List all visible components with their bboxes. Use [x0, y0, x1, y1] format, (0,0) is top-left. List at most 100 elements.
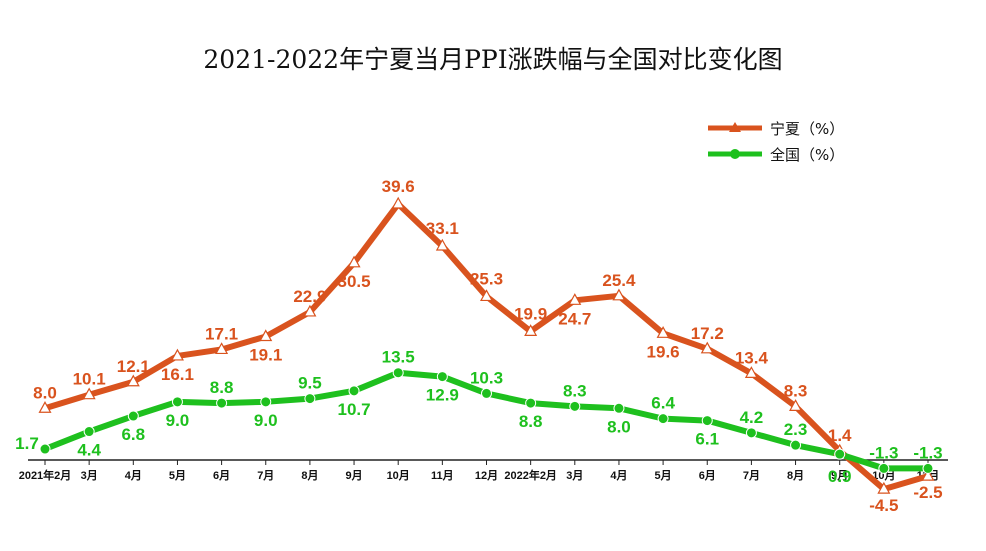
legend-item-national: 全国（%）: [708, 146, 844, 164]
data-point-national: [39, 443, 51, 455]
x-tick-label: 8月: [787, 469, 804, 482]
x-tick-label: 2021年2月: [19, 468, 72, 482]
data-label-national: 10.7: [338, 400, 371, 419]
data-point-national: [392, 367, 404, 379]
data-label-ningxia: 22.9: [293, 287, 326, 306]
data-point-national: [569, 400, 581, 412]
data-label-national: 12.9: [426, 386, 459, 405]
data-label-ningxia: 17.1: [205, 324, 238, 343]
data-label-national: 0.9: [828, 467, 852, 486]
legend-circle-marker: [730, 149, 740, 159]
data-label-ningxia: 24.7: [558, 309, 591, 328]
data-label-national: 4.4: [77, 441, 101, 460]
data-label-national: -1.3: [869, 443, 898, 462]
data-label-national: 1.7: [15, 434, 39, 453]
data-point-ningxia: [877, 481, 891, 494]
data-point-national: [790, 439, 802, 451]
data-point-ningxia: [524, 324, 538, 336]
data-label-ningxia: 30.5: [338, 272, 371, 291]
data-label-national: 6.8: [121, 425, 145, 444]
data-point-ningxia: [38, 401, 52, 413]
data-point-ningxia: [391, 196, 405, 209]
data-label-ningxia: 25.4: [602, 271, 636, 290]
x-tick-label: 5月: [169, 469, 186, 482]
data-label-ningxia: 16.1: [161, 365, 194, 384]
data-point-ningxia: [435, 238, 449, 251]
x-axis: 2021年2月 3月 4月 5月 6月 7月 8月 9月 10月 11月 12月 2022年2月 3月 4…: [19, 459, 948, 482]
data-point-ningxia: [259, 329, 273, 342]
data-point-national: [701, 415, 713, 427]
x-tick-label: 10月: [872, 469, 895, 482]
x-tick-label: 2022年2月: [504, 468, 557, 482]
data-point-ningxia: [568, 293, 582, 305]
data-point-ningxia: [921, 468, 935, 481]
data-point-national: [922, 462, 934, 474]
x-tick-label: 5月: [655, 469, 672, 482]
data-point-national: [878, 462, 890, 474]
x-tick-label: 4月: [610, 469, 627, 482]
data-point-national: [348, 385, 360, 397]
data-labels: 8.0 10.1 12.1 16.1 17.1 19.1 22.9 30.5 39.6 33.1 2…: [15, 177, 942, 515]
data-label-ningxia: 10.1: [73, 370, 106, 389]
data-point-national: [260, 396, 272, 408]
data-label-national: 8.0: [607, 417, 631, 436]
data-label-national: 6.4: [651, 394, 675, 413]
data-point-national: [745, 427, 757, 439]
data-label-national: 8.3: [563, 381, 587, 400]
data-point-national: [83, 426, 95, 438]
data-label-ningxia: 25.3: [470, 269, 503, 288]
data-point-national: [613, 402, 625, 414]
data-label-ningxia: 17.2: [691, 324, 724, 343]
data-point-ningxia: [479, 289, 494, 302]
data-label-national: -1.3: [913, 443, 942, 462]
data-point-national: [834, 448, 846, 460]
data-point-national: [216, 397, 228, 409]
data-label-ningxia: 13.4: [735, 348, 769, 367]
data-label-ningxia: 19.6: [647, 342, 680, 361]
legend: 宁夏（%） 全国（%）: [708, 120, 844, 164]
legend-triangle-marker: [729, 122, 741, 132]
data-label-ningxia: 8.3: [784, 381, 808, 400]
data-label-ningxia: -2.5: [913, 483, 942, 502]
legend-label-national: 全国（%）: [770, 146, 844, 164]
data-point-ningxia: [126, 374, 140, 387]
data-label-national: 13.5: [382, 348, 415, 367]
data-label-national: 8.8: [210, 378, 234, 397]
data-point-ningxia: [656, 326, 670, 338]
data-label-national: 4.2: [740, 408, 764, 427]
data-label-ningxia: 12.1: [117, 357, 150, 376]
x-tick-label: 11月: [431, 469, 454, 482]
data-point-ningxia: [170, 348, 184, 361]
x-tick-label: 10月: [387, 469, 410, 482]
series-layer: [38, 196, 935, 494]
data-label-ningxia: 19.9: [514, 304, 547, 323]
data-point-ningxia: [789, 399, 803, 411]
x-tick-label: 6月: [213, 469, 230, 482]
data-label-national: 8.8: [519, 412, 543, 431]
x-tick-label: 4月: [125, 469, 142, 482]
data-label-ningxia: 19.1: [249, 346, 282, 365]
data-label-ningxia: 1.4: [828, 426, 852, 445]
data-point-ningxia: [82, 387, 96, 400]
x-tick-label: 12月: [475, 469, 498, 482]
data-point-national: [657, 413, 669, 425]
data-label-national: 2.3: [784, 420, 808, 439]
data-point-ningxia: [612, 288, 626, 301]
data-label-ningxia: 33.1: [426, 219, 459, 238]
legend-item-ningxia: 宁夏（%）: [708, 120, 844, 138]
legend-label-ningxia: 宁夏（%）: [770, 120, 844, 138]
chart-title: 2021-2022年宁夏当月PPI涨跌幅与全国对比变化图: [203, 45, 782, 74]
data-label-national: 9.0: [254, 411, 278, 430]
x-tick-label: 8月: [301, 469, 318, 482]
data-label-national: 10.3: [470, 368, 503, 387]
data-point-ningxia: [303, 304, 317, 317]
data-point-ningxia: [700, 341, 714, 354]
x-tick-label: 6月: [699, 469, 716, 482]
data-point-ningxia: [744, 366, 758, 378]
x-tick-label: 7月: [257, 469, 274, 482]
data-point-national: [127, 410, 139, 422]
data-label-national: 9.5: [298, 374, 322, 393]
data-label-national: 6.1: [695, 430, 719, 449]
